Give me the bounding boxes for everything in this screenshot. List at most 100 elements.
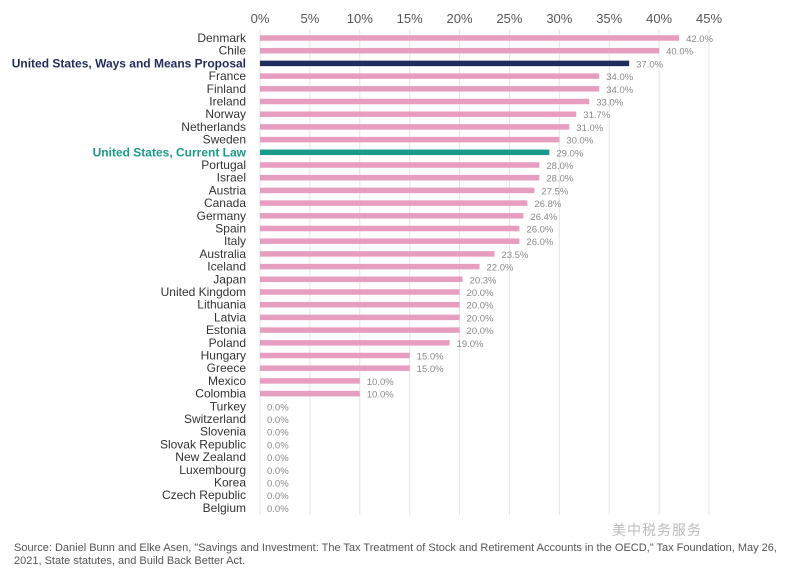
- category-label: United States, Ways and Means Proposal: [12, 56, 246, 70]
- category-label: Belgium: [203, 501, 246, 515]
- x-tick-label: 40%: [646, 11, 672, 26]
- bar: [260, 378, 360, 384]
- data-label: 22.0%: [487, 263, 514, 274]
- data-label: 0.0%: [267, 440, 289, 451]
- category-label: Latvia: [214, 310, 246, 324]
- data-label: 40.0%: [666, 47, 693, 58]
- bar: [260, 213, 524, 219]
- x-tick-label: 35%: [596, 11, 622, 26]
- data-label: 29.0%: [556, 148, 583, 159]
- bar: [260, 149, 550, 156]
- bar: [260, 111, 577, 117]
- bar: [260, 327, 460, 333]
- data-label: 20.0%: [467, 326, 494, 337]
- bar: [260, 174, 540, 181]
- data-label: 31.7%: [583, 110, 610, 121]
- category-label: Korea: [214, 476, 246, 490]
- category-label: Netherlands: [181, 120, 246, 134]
- bar: [260, 136, 560, 143]
- data-label: 10.0%: [367, 377, 394, 388]
- category-label: Hungary: [201, 349, 246, 363]
- data-label: 20.3%: [470, 275, 497, 286]
- data-label: 28.0%: [546, 161, 573, 172]
- data-label: 42.0%: [686, 34, 713, 45]
- bar: [260, 276, 463, 283]
- data-label: 15.0%: [417, 364, 444, 375]
- bar: [260, 225, 520, 232]
- bar: [260, 35, 680, 41]
- category-label: United Kingdom: [161, 285, 246, 299]
- x-axis-ticks: 0% 5% 10% 15% 20% 25% 30% 35% 40% 45%: [251, 11, 723, 26]
- category-label: Finland: [207, 82, 246, 96]
- bar: [260, 200, 528, 206]
- data-label: 27.5%: [541, 186, 568, 197]
- data-label: 26.0%: [526, 225, 553, 236]
- category-label: Austria: [209, 183, 247, 197]
- bar: [260, 289, 460, 295]
- x-tick-label: 0%: [251, 11, 270, 26]
- data-label: 20.0%: [467, 288, 494, 299]
- bar: [260, 86, 600, 92]
- bar: [260, 124, 570, 130]
- category-label: Portugal: [201, 158, 246, 172]
- category-label: Israel: [217, 171, 246, 185]
- x-tick-label: 10%: [347, 11, 373, 26]
- category-label: Denmark: [197, 31, 247, 45]
- bar: [260, 352, 410, 359]
- bar: [260, 263, 480, 270]
- x-tick-label: 45%: [696, 11, 722, 26]
- bar: [260, 301, 460, 308]
- bar: [260, 238, 520, 244]
- x-tick-label: 5%: [300, 11, 319, 26]
- bar: [260, 340, 450, 346]
- bar: [260, 162, 540, 168]
- data-label: 33.0%: [596, 98, 623, 109]
- bars: [260, 35, 680, 397]
- data-label: 15.0%: [417, 352, 444, 363]
- x-tick-label: 20%: [447, 11, 473, 26]
- category-label: Mexico: [208, 374, 246, 388]
- category-label: Poland: [209, 336, 246, 350]
- data-label: 30.0%: [566, 136, 593, 147]
- bar-chart: 0% 5% 10% 15% 20% 25% 30% 35% 40% 45% DenmarkChil…: [12, 11, 723, 515]
- data-label: 34.0%: [606, 85, 633, 96]
- data-label: 23.5%: [501, 250, 528, 261]
- category-label: United States, Current Law: [93, 145, 247, 159]
- category-label: France: [209, 69, 247, 83]
- category-label: Slovak Republic: [160, 437, 246, 451]
- data-label: 37.0%: [636, 59, 663, 70]
- data-label: 0.0%: [267, 491, 289, 502]
- category-label: Italy: [224, 234, 246, 248]
- category-label: Slovenia: [200, 425, 246, 439]
- x-tick-label: 25%: [496, 11, 522, 26]
- category-label: Germany: [197, 209, 246, 223]
- category-label: Lithuania: [197, 298, 246, 312]
- source-note: Source: Daniel Bunn and Elke Asen, "Savi…: [14, 542, 777, 567]
- category-label: Turkey: [210, 399, 246, 413]
- category-label: New Zealand: [175, 450, 246, 464]
- bar: [260, 314, 460, 321]
- category-label: Luxembourg: [179, 463, 246, 477]
- bar: [260, 60, 630, 67]
- data-label: 20.0%: [467, 313, 494, 324]
- data-label: 0.0%: [267, 504, 289, 515]
- category-label: Estonia: [206, 323, 246, 337]
- bar: [260, 73, 600, 79]
- bar: [260, 187, 535, 194]
- category-label: Iceland: [207, 260, 246, 274]
- data-label: 0.0%: [267, 428, 289, 439]
- data-label: 0.0%: [267, 479, 289, 490]
- category-label: Chile: [219, 44, 247, 58]
- data-label: 0.0%: [267, 453, 289, 464]
- x-tick-label: 30%: [546, 11, 572, 26]
- data-label: 26.8%: [534, 199, 561, 210]
- category-label: Switzerland: [184, 412, 246, 426]
- data-label: 28.0%: [546, 174, 573, 185]
- category-label: Japan: [213, 272, 246, 286]
- data-label: 26.0%: [526, 237, 553, 248]
- data-label: 31.0%: [576, 123, 603, 134]
- watermark-text: 美中税务服务: [612, 522, 702, 538]
- data-label: 0.0%: [267, 466, 289, 477]
- bar: [260, 365, 410, 371]
